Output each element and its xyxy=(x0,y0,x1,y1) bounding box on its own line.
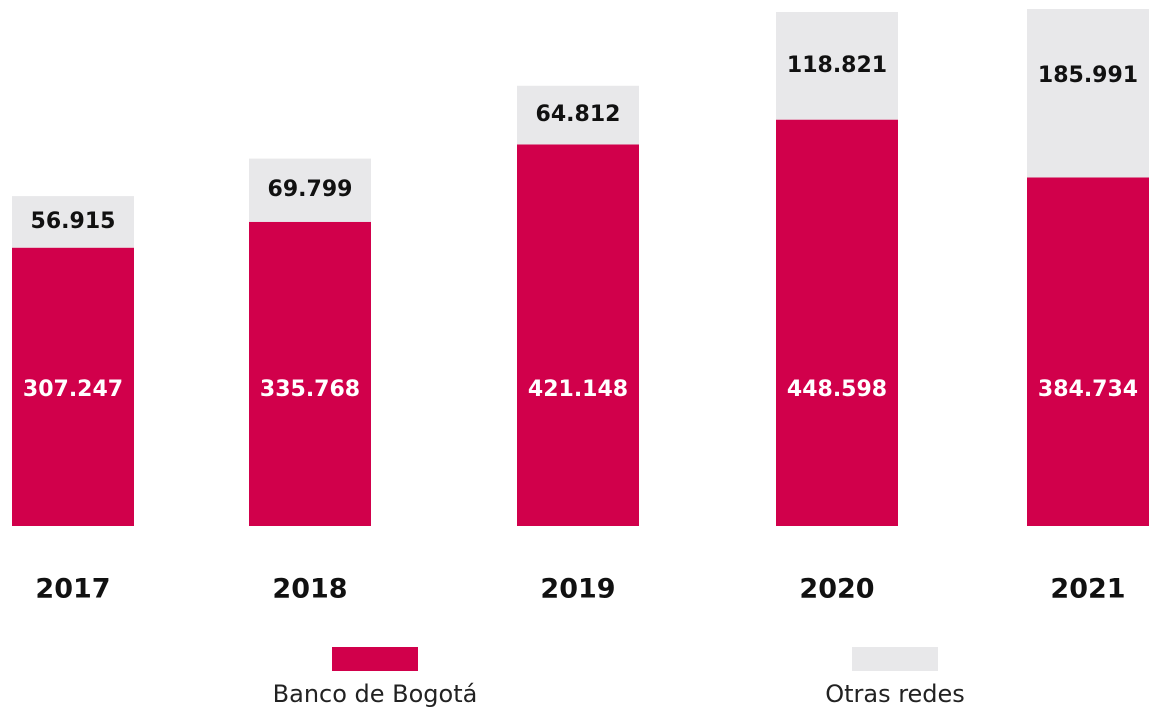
value-label: 69.799 xyxy=(268,177,353,202)
value-label: 307.247 xyxy=(23,377,123,402)
bar-segment xyxy=(12,247,134,526)
bar-segment xyxy=(517,144,639,526)
value-label: 185.991 xyxy=(1038,63,1138,88)
bar-segment xyxy=(776,119,898,526)
value-label: 384.734 xyxy=(1038,377,1138,402)
legend-swatch xyxy=(332,647,418,671)
legend-label: Otras redes xyxy=(825,680,965,708)
x-tick-label: 2019 xyxy=(540,574,615,605)
bar-segment xyxy=(1027,9,1149,178)
bar-segment xyxy=(776,11,898,120)
value-label: 448.598 xyxy=(787,377,887,402)
legend-swatch xyxy=(852,647,938,671)
value-label: 421.148 xyxy=(528,377,628,402)
bar-segment xyxy=(249,221,371,526)
value-label: 64.812 xyxy=(536,102,621,127)
bar-segment xyxy=(249,158,371,222)
value-label: 56.915 xyxy=(31,209,116,234)
bar-segment xyxy=(12,196,134,248)
x-tick-label: 2018 xyxy=(272,574,347,605)
legend-label: Banco de Bogotá xyxy=(273,680,478,708)
bar-segment xyxy=(517,85,639,145)
value-label: 335.768 xyxy=(260,377,360,402)
x-tick-label: 2021 xyxy=(1050,574,1125,605)
x-tick-label: 2017 xyxy=(35,574,110,605)
value-label: 118.821 xyxy=(787,53,887,78)
bar-segment xyxy=(1027,177,1149,527)
x-tick-label: 2020 xyxy=(799,574,874,605)
